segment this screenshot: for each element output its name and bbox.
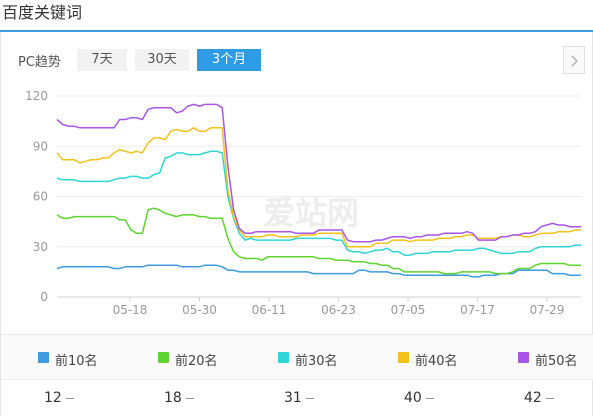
legend-label-top50: 前50名 bbox=[535, 354, 578, 369]
legend-label-top40: 前40名 bbox=[415, 354, 458, 369]
legend-swatch-top30 bbox=[278, 352, 289, 363]
page-title: 百度关键词 bbox=[2, 3, 83, 22]
summary-values: 12 18 31 40 42 bbox=[1, 380, 593, 416]
header-underline bbox=[0, 30, 593, 32]
summary-value-top10: 12 bbox=[44, 390, 62, 406]
x-tick-label: 05-30 bbox=[182, 303, 217, 317]
y-tick-label: 120 bbox=[25, 89, 48, 103]
x-tick-label: 05-18 bbox=[113, 303, 148, 317]
series-line-5 bbox=[56, 103, 581, 243]
legend: 前10名 前20名 前30名 前40名 前50名 bbox=[1, 334, 593, 380]
series-line-2 bbox=[56, 207, 581, 275]
range-30d-button[interactable]: 30天 bbox=[135, 49, 189, 71]
x-tick-label: 07-05 bbox=[391, 303, 426, 317]
trend-flat-icon bbox=[306, 398, 314, 399]
chevron-right-icon bbox=[571, 55, 578, 67]
y-tick-label: 0 bbox=[40, 290, 48, 304]
legend-swatch-top40 bbox=[398, 352, 409, 363]
x-tick-label: 06-23 bbox=[321, 303, 356, 317]
trend-flat-icon bbox=[426, 398, 434, 399]
y-tick-label: 30 bbox=[33, 240, 48, 254]
series-line-4 bbox=[56, 127, 581, 248]
trend-chart-svg: 0 30 60 90 120 爱站网 05-18 05-30 06-11 06-23 07-05 07… bbox=[25, 89, 581, 317]
trend-flat-icon bbox=[546, 398, 554, 399]
trend-panel: PC趋势 7天 30天 3个月 0 30 60 90 120 爱站网 05-18 05-30 0… bbox=[0, 32, 593, 416]
x-tick-label: 07-29 bbox=[530, 303, 565, 317]
x-tick-label: 06-11 bbox=[252, 303, 287, 317]
summary-value-top40: 40 bbox=[404, 390, 422, 406]
trend-chart: 0 30 60 90 120 爱站网 05-18 05-30 06-11 06-23 07-05 07… bbox=[1, 32, 593, 332]
range-3m-button[interactable]: 3个月 bbox=[197, 49, 261, 71]
trend-flat-icon bbox=[66, 398, 74, 399]
summary-value-top20: 18 bbox=[164, 390, 182, 406]
y-tick-label: 90 bbox=[33, 139, 48, 153]
y-tick-label: 60 bbox=[33, 190, 48, 204]
summary-value-top30: 31 bbox=[284, 390, 302, 406]
next-page-button[interactable] bbox=[563, 46, 585, 74]
legend-swatch-top20 bbox=[158, 352, 169, 363]
watermark-text: 爱站网 bbox=[263, 194, 359, 232]
trend-flat-icon bbox=[186, 398, 194, 399]
legend-swatch-top10 bbox=[38, 352, 49, 363]
legend-label-top30: 前30名 bbox=[295, 354, 338, 369]
x-tick-label: 07-17 bbox=[460, 303, 495, 317]
legend-label-top10: 前10名 bbox=[55, 354, 98, 369]
series-line-3 bbox=[56, 150, 581, 256]
legend-swatch-top50 bbox=[518, 352, 529, 363]
legend-label-top20: 前20名 bbox=[175, 354, 218, 369]
range-7d-button[interactable]: 7天 bbox=[77, 49, 127, 71]
range-toolbar: PC趋势 7天 30天 3个月 bbox=[1, 46, 593, 74]
series-line-1 bbox=[56, 264, 581, 278]
summary-value-top50: 42 bbox=[524, 390, 542, 406]
pc-trend-label: PC趋势 bbox=[18, 55, 61, 70]
